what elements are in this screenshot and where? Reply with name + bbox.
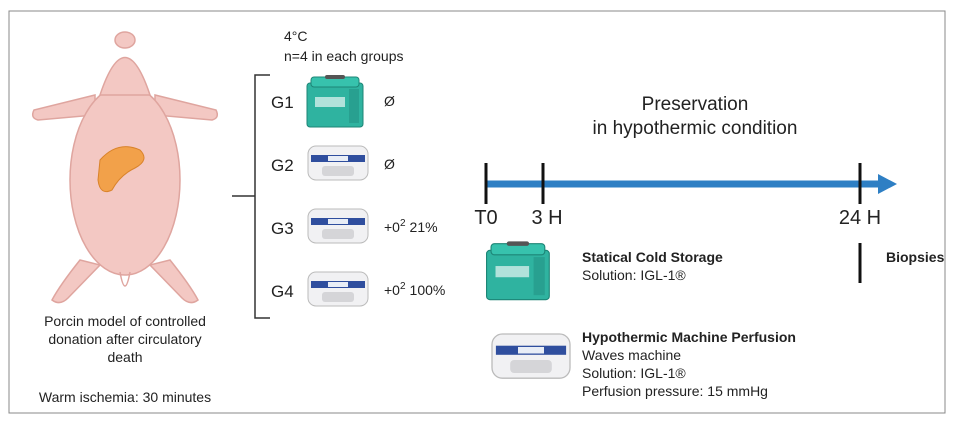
legend-title: Statical Cold Storage bbox=[582, 249, 723, 265]
bracket bbox=[232, 75, 270, 318]
cooler-image bbox=[307, 75, 363, 127]
machine-image bbox=[308, 146, 368, 180]
time-point: 24 H bbox=[839, 207, 881, 229]
end-label: Biopsies bbox=[886, 249, 945, 265]
group-label: G1 bbox=[271, 93, 294, 112]
machine-image bbox=[492, 334, 570, 378]
legend-line: Perfusion pressure: 15 mmHg bbox=[582, 383, 768, 399]
machine-image bbox=[308, 209, 368, 243]
legend-line: Solution: IGL-1® bbox=[582, 267, 686, 283]
oxygen: Ø bbox=[384, 156, 395, 172]
timeline-title: Preservation bbox=[642, 94, 749, 115]
machine-image bbox=[308, 272, 368, 306]
group-label: G4 bbox=[271, 282, 294, 301]
figure: Porcin model of controlled donation afte… bbox=[0, 0, 954, 422]
time-point: T0 bbox=[474, 207, 497, 229]
legend-line: Solution: IGL-1® bbox=[582, 365, 686, 381]
caption: death bbox=[107, 349, 142, 365]
oxygen: Ø bbox=[384, 93, 395, 109]
legend-line: Waves machine bbox=[582, 347, 681, 363]
arrow-head bbox=[878, 174, 897, 194]
oxygen-rest: 21% bbox=[410, 219, 438, 235]
group-label: G2 bbox=[271, 156, 294, 175]
oxygen-sup: 2 bbox=[400, 281, 406, 292]
caption: donation after circulatory bbox=[48, 331, 201, 347]
legend-title: Hypothermic Machine Perfusion bbox=[582, 329, 796, 345]
oxygen: +02 21% bbox=[384, 218, 438, 235]
group-label: G3 bbox=[271, 219, 294, 238]
oxygen-prefix: +0 bbox=[384, 282, 400, 298]
oxygen-sup: 2 bbox=[400, 218, 406, 229]
time-point: 3 H bbox=[531, 207, 562, 229]
cooler-image bbox=[487, 241, 550, 299]
timeline-title: in hypothermic condition bbox=[593, 118, 798, 139]
temperature: 4°C bbox=[284, 28, 308, 44]
oxygen-rest: 100% bbox=[410, 282, 446, 298]
group-size: n=4 in each groups bbox=[284, 48, 403, 64]
warm-ischemia: Warm ischemia: 30 minutes bbox=[39, 389, 211, 405]
caption: Porcin model of controlled bbox=[44, 313, 206, 329]
oxygen-prefix: +0 bbox=[384, 219, 400, 235]
oxygen: +02 100% bbox=[384, 281, 445, 298]
